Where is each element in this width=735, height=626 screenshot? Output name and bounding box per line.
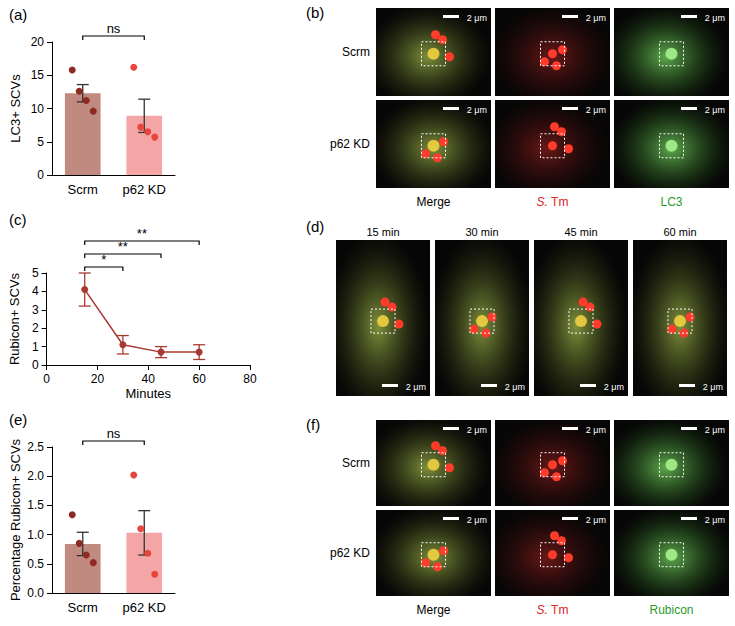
svg-text:45 min: 45 min [564, 226, 597, 238]
svg-text:LC3: LC3 [660, 195, 682, 209]
svg-text:ns: ns [107, 21, 121, 36]
svg-text:2 μm: 2 μm [705, 515, 725, 525]
svg-text:2 μm: 2 μm [586, 105, 606, 115]
svg-text:2 μm: 2 μm [703, 382, 723, 392]
svg-text:10: 10 [31, 102, 45, 116]
svg-text:3: 3 [32, 303, 39, 317]
svg-text:20: 20 [91, 372, 105, 386]
svg-text:Minutes: Minutes [126, 386, 172, 401]
svg-text:15 min: 15 min [366, 226, 399, 238]
svg-text:0.0: 0.0 [27, 586, 44, 600]
svg-text:1.0: 1.0 [27, 528, 44, 542]
svg-text:4: 4 [32, 284, 39, 298]
svg-text:Scrm: Scrm [68, 600, 98, 615]
svg-text:Scrm: Scrm [342, 456, 370, 470]
svg-text:0: 0 [43, 372, 50, 386]
svg-text:5: 5 [37, 135, 44, 149]
svg-text:2 μm: 2 μm [586, 515, 606, 525]
svg-text:2 μm: 2 μm [467, 425, 487, 435]
svg-text:2 μm: 2 μm [467, 13, 487, 23]
svg-text:30 min: 30 min [465, 226, 498, 238]
svg-text:p62 KD: p62 KD [123, 600, 166, 615]
svg-text:Percentage Rubicon+ SCVs: Percentage Rubicon+ SCVs [8, 438, 23, 601]
svg-text:p62 KD: p62 KD [330, 137, 370, 151]
svg-text:2.5: 2.5 [27, 440, 44, 454]
svg-text:p62 KD: p62 KD [330, 546, 370, 560]
svg-text:**: ** [137, 226, 147, 241]
svg-text:Scrm: Scrm [342, 45, 370, 59]
svg-text:Rubicon+ SCVs: Rubicon+ SCVs [7, 272, 22, 365]
svg-text:(c): (c) [9, 211, 27, 228]
svg-text:Scrm: Scrm [68, 182, 98, 197]
svg-text:2 μm: 2 μm [705, 425, 725, 435]
svg-text:5: 5 [32, 266, 39, 280]
svg-text:60 min: 60 min [663, 226, 696, 238]
svg-text:LC3+ SCVs: LC3+ SCVs [8, 74, 23, 143]
svg-text:Merge: Merge [416, 603, 450, 617]
svg-text:ns: ns [107, 426, 121, 441]
svg-text:(e): (e) [9, 411, 27, 428]
svg-text:Merge: Merge [416, 195, 450, 209]
svg-text:2: 2 [32, 321, 39, 335]
svg-text:60: 60 [192, 372, 206, 386]
svg-text:(d): (d) [306, 218, 324, 235]
svg-text:2 μm: 2 μm [467, 515, 487, 525]
svg-text:0: 0 [32, 358, 39, 372]
svg-text:2 μm: 2 μm [705, 105, 725, 115]
svg-text:2 μm: 2 μm [705, 13, 725, 23]
svg-text:p62 KD: p62 KD [123, 182, 166, 197]
svg-text:2 μm: 2 μm [467, 105, 487, 115]
svg-text:2.0: 2.0 [27, 469, 44, 483]
svg-text:0: 0 [37, 168, 44, 182]
svg-text:1: 1 [32, 340, 39, 354]
svg-text:20: 20 [31, 35, 45, 49]
svg-text:0.5: 0.5 [27, 557, 44, 571]
svg-text:S. Tm: S. Tm [537, 195, 569, 209]
svg-text:2 μm: 2 μm [604, 382, 624, 392]
svg-text:(b): (b) [306, 4, 324, 21]
svg-text:Rubicon: Rubicon [649, 603, 693, 617]
svg-text:2 μm: 2 μm [406, 382, 426, 392]
svg-text:(f): (f) [306, 416, 320, 433]
svg-text:40: 40 [142, 372, 156, 386]
svg-text:1.5: 1.5 [27, 498, 44, 512]
svg-text:2 μm: 2 μm [586, 425, 606, 435]
svg-text:S. Tm: S. Tm [537, 603, 569, 617]
svg-text:(a): (a) [9, 6, 27, 23]
svg-text:2 μm: 2 μm [505, 382, 525, 392]
svg-text:80: 80 [243, 372, 257, 386]
svg-text:2 μm: 2 μm [586, 13, 606, 23]
svg-text:15: 15 [31, 68, 45, 82]
